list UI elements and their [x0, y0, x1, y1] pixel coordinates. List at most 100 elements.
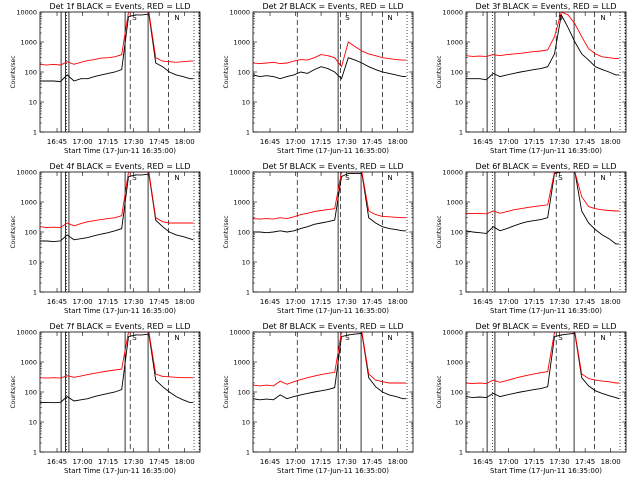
x-tick-label: 16:45 [260, 138, 280, 146]
plot-area [466, 12, 626, 132]
x-tick-label: 17:45 [362, 138, 382, 146]
x-axis-label: Start Time (17-Jun-11 16:35:00) [277, 307, 389, 315]
marker-letter: S [345, 334, 350, 342]
lld-series-line [253, 172, 407, 220]
y-tick-label: 10 [455, 419, 463, 427]
x-tick-label: 17:15 [524, 298, 544, 306]
x-axis-label: Start Time (17-Jun-11 16:35:00) [64, 147, 176, 155]
plot-frame [465, 331, 627, 453]
plot-frame [465, 11, 627, 133]
marker-letter: N [174, 14, 179, 22]
plot-area [40, 332, 200, 452]
x-axis-label: Start Time (17-Jun-11 16:35:00) [277, 467, 389, 475]
x-axis-label: Start Time (17-Jun-11 16:35:00) [490, 467, 602, 475]
y-tick-label: 10 [29, 99, 37, 107]
x-tick-label: 18:00 [601, 458, 621, 466]
y-tick-label: 100 [238, 389, 250, 397]
lld-series-line [40, 172, 194, 229]
detector-panel: Det 5f BLACK = Events, RED = LLD Counts/s… [223, 162, 414, 315]
events-series-line [253, 172, 407, 234]
x-tick-label: 17:30 [124, 138, 144, 146]
x-tick-label: 17:30 [337, 458, 357, 466]
y-tick-label: 1000 [20, 199, 37, 207]
y-axis-label: Counts/sec [10, 215, 17, 248]
y-axis-label: Counts/sec [436, 375, 443, 408]
y-tick-label: 100 [451, 229, 463, 237]
x-axis-label: Start Time (17-Jun-11 16:35:00) [490, 147, 602, 155]
y-tick-label: 1000 [446, 39, 463, 47]
x-tick-label: 17:00 [72, 298, 92, 306]
marker-letter: N [174, 174, 179, 182]
y-tick-label: 100 [25, 69, 37, 77]
x-tick-label: 16:45 [473, 458, 493, 466]
x-tick-label: 17:30 [550, 138, 570, 146]
detector-panel: Det 2f BLACK = Events, RED = LLD Counts/s… [223, 2, 414, 155]
y-tick-label: 1000 [446, 199, 463, 207]
y-tick-label: 1 [459, 449, 463, 457]
x-tick-label: 17:00 [498, 298, 518, 306]
panel-title: Det 1f BLACK = Events, RED = LLD [49, 2, 190, 11]
plot-frame [252, 11, 414, 133]
panel-title: Det 2f BLACK = Events, RED = LLD [262, 2, 403, 11]
y-tick-label: 10000 [229, 9, 250, 17]
y-tick-label: 1 [246, 129, 250, 137]
marker-letter: S [132, 14, 137, 22]
y-tick-label: 10 [29, 419, 37, 427]
x-tick-label: 17:15 [311, 138, 331, 146]
y-tick-label: 10000 [442, 329, 463, 337]
plot-area [253, 332, 408, 452]
y-tick-label: 10000 [442, 9, 463, 17]
y-tick-label: 1000 [20, 39, 37, 47]
y-tick-label: 10000 [16, 329, 37, 337]
plot-frame [252, 331, 414, 453]
y-tick-label: 1 [246, 449, 250, 457]
panel-title: Det 4f BLACK = Events, RED = LLD [49, 162, 190, 171]
lld-series-line [40, 332, 194, 379]
x-axis-label: Start Time (17-Jun-11 16:35:00) [64, 307, 176, 315]
y-tick-label: 1000 [446, 359, 463, 367]
x-tick-label: 17:45 [149, 138, 169, 146]
x-tick-label: 16:45 [473, 298, 493, 306]
x-tick-label: 17:45 [575, 138, 595, 146]
y-axis-label: Counts/sec [10, 375, 17, 408]
y-tick-label: 10000 [16, 9, 37, 17]
marker-letter: N [387, 334, 392, 342]
marker-letter: S [558, 14, 563, 22]
events-series-line [466, 13, 620, 81]
y-tick-label: 10 [29, 259, 37, 267]
y-tick-label: 1 [459, 129, 463, 137]
lld-series-line [466, 172, 620, 215]
lld-series-line [253, 332, 407, 387]
events-series-line [40, 333, 194, 404]
y-tick-label: 10 [242, 259, 250, 267]
plot-frame [252, 171, 414, 293]
x-tick-label: 18:00 [388, 138, 408, 146]
x-tick-label: 16:45 [260, 298, 280, 306]
y-tick-label: 100 [25, 229, 37, 237]
y-tick-label: 1000 [233, 199, 250, 207]
detector-panel: Det 8f BLACK = Events, RED = LLD Counts/s… [223, 322, 414, 475]
marker-letter: N [600, 174, 605, 182]
x-axis-label: Start Time (17-Jun-11 16:35:00) [64, 467, 176, 475]
plot-area [40, 12, 200, 132]
events-series-line [466, 332, 620, 400]
x-tick-label: 17:30 [550, 458, 570, 466]
x-tick-label: 17:00 [498, 138, 518, 146]
y-tick-label: 10 [455, 259, 463, 267]
marker-letter: N [600, 334, 605, 342]
x-tick-label: 17:30 [124, 458, 144, 466]
x-tick-label: 17:30 [550, 298, 570, 306]
plot-area [253, 12, 408, 132]
detector-panel: Det 1f BLACK = Events, RED = LLD Counts/s… [10, 2, 201, 155]
panel-title: Det 7f BLACK = Events, RED = LLD [49, 322, 190, 331]
x-tick-label: 17:00 [72, 138, 92, 146]
marker-letter: N [387, 174, 392, 182]
plot-area [466, 172, 626, 292]
y-tick-label: 100 [238, 69, 250, 77]
events-series-line [253, 332, 407, 401]
marker-letter: S [132, 174, 137, 182]
x-tick-label: 16:45 [47, 298, 67, 306]
x-tick-label: 17:15 [524, 458, 544, 466]
x-tick-label: 17:00 [285, 138, 305, 146]
